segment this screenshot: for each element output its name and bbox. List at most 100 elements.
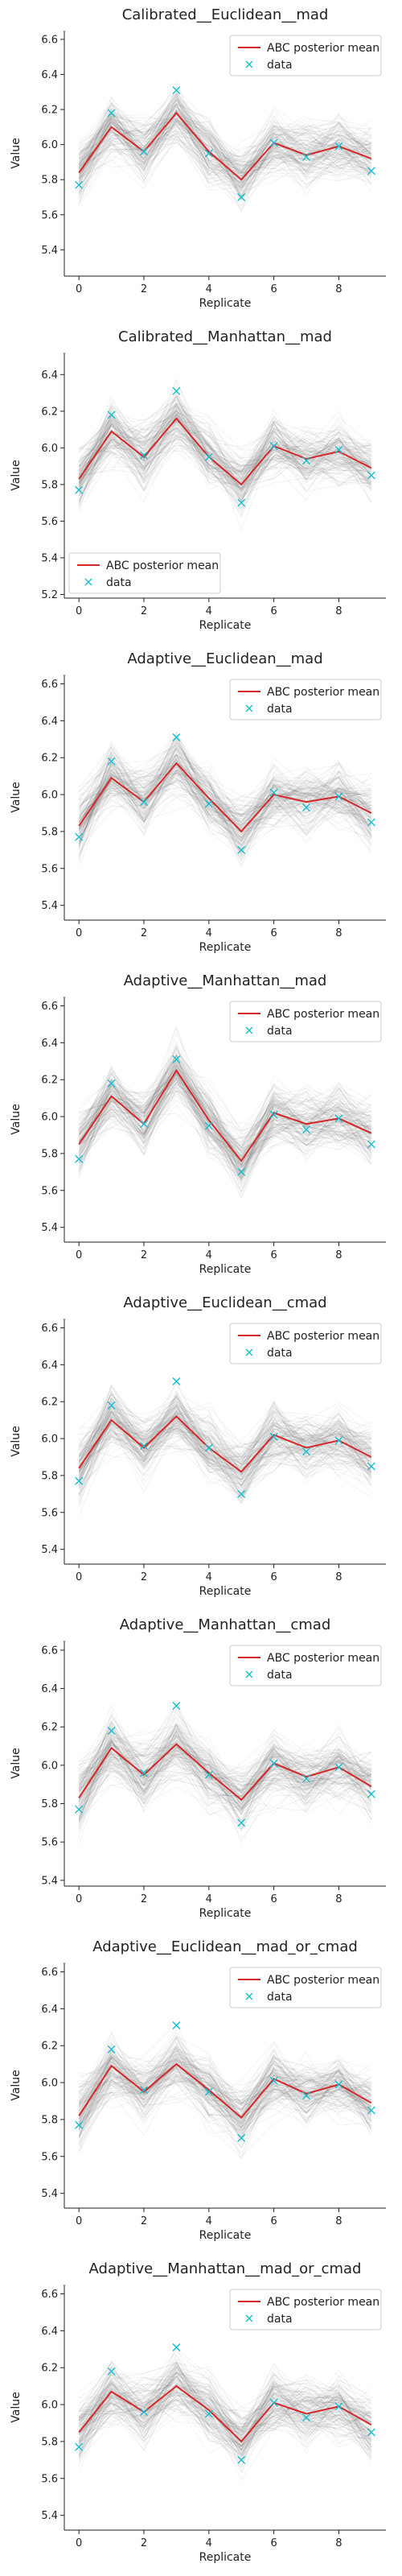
sample-trajectory <box>78 1736 372 1818</box>
sample-trajectory <box>78 1076 372 1173</box>
sample-trajectory <box>78 1408 372 1474</box>
x-tick-label: 0 <box>76 927 82 939</box>
sample-trajectory <box>78 765 372 811</box>
sample-trajectory <box>78 2067 372 2128</box>
sample-trajectory <box>79 2058 371 2140</box>
sample-trajectory <box>78 1085 371 1192</box>
sample-trajectory <box>78 1064 371 1175</box>
sample-trajectory <box>78 765 372 829</box>
sample-trajectory <box>78 1416 371 1485</box>
sample-trajectory <box>78 2050 371 2140</box>
sample-trajectory <box>78 2052 372 2131</box>
sample-trajectory <box>78 2363 371 2458</box>
sample-trajectory <box>78 2062 371 2148</box>
sample-trajectory <box>78 1411 371 1487</box>
sample-trajectory <box>78 774 372 835</box>
sample-trajectory <box>78 112 371 189</box>
y-tick-label: 6.2 <box>41 1075 58 1087</box>
sample-trajectory <box>78 430 372 511</box>
sample-trajectory <box>78 119 371 181</box>
sample-trajectory <box>78 2376 371 2447</box>
sample-trajectory <box>78 2367 371 2428</box>
sample-trajectory <box>78 1059 371 1163</box>
data-point <box>204 149 213 158</box>
data-point <box>237 498 246 507</box>
sample-trajectory <box>78 2047 372 2150</box>
sample-trajectory <box>78 1415 371 1495</box>
sample-trajectory <box>79 130 372 190</box>
sample-trajectory <box>78 1410 372 1480</box>
x-axis-label: Replicate <box>199 1585 252 1598</box>
sample-trajectory <box>78 2393 372 2446</box>
sample-trajectory <box>78 1721 372 1801</box>
sample-trajectory <box>78 2054 372 2128</box>
sample-trajectory <box>78 2065 372 2159</box>
sample-trajectory <box>78 1403 371 1472</box>
sample-trajectory <box>78 2035 372 2114</box>
sample-trajectory <box>78 1730 372 1806</box>
sample-trajectory <box>78 1397 371 1467</box>
sample-trajectory <box>78 758 372 846</box>
sample-trajectory <box>78 1756 372 1810</box>
sample-trajectory <box>78 408 371 485</box>
y-tick-label: 5.8 <box>41 2114 58 2126</box>
posterior-samples <box>78 1702 372 1845</box>
sample-trajectory <box>78 404 371 491</box>
sample-trajectory <box>78 81 371 175</box>
sample-trajectory <box>78 2050 372 2122</box>
sample-trajectory <box>78 1418 371 1483</box>
x-axis-label: Replicate <box>199 2229 252 2242</box>
sample-trajectory <box>78 1411 372 1487</box>
chart-title: Adaptive__Euclidean__cmad <box>123 1294 326 1311</box>
sample-trajectory <box>79 2384 372 2462</box>
sample-trajectory <box>78 1077 372 1177</box>
sample-trajectory <box>78 413 372 490</box>
sample-trajectory <box>79 438 371 479</box>
sample-trajectory <box>79 2376 371 2443</box>
sample-trajectory <box>78 101 372 183</box>
y-tick-label: 6.2 <box>41 1397 58 1409</box>
sample-trajectory <box>78 112 371 171</box>
sample-trajectory <box>78 1071 372 1154</box>
sample-trajectory <box>78 1741 372 1845</box>
posterior-mean-line <box>78 111 372 181</box>
data-point <box>237 1167 246 1176</box>
sample-trajectory <box>79 93 371 171</box>
legend-label-data: data <box>267 1991 293 2004</box>
data-point <box>237 1818 246 1827</box>
sample-trajectory <box>78 1409 371 1472</box>
sample-trajectory <box>78 1389 371 1488</box>
sample-trajectory <box>78 1075 371 1174</box>
sample-trajectory <box>78 1082 372 1179</box>
sample-trajectory <box>78 125 372 195</box>
sample-trajectory <box>78 384 371 501</box>
sample-trajectory <box>78 2056 372 2138</box>
y-tick-label: 5.4 <box>41 1544 58 1556</box>
sample-trajectory <box>78 105 371 171</box>
sample-trajectory <box>78 400 371 482</box>
sample-trajectory <box>79 135 371 190</box>
legend: ABC posterior mean data <box>229 35 382 76</box>
sample-trajectory <box>79 1753 371 1810</box>
legend-marker-swatch <box>245 1026 253 1034</box>
legend-frame <box>229 679 382 720</box>
sample-trajectory <box>78 1727 371 1809</box>
sample-trajectory <box>78 763 372 838</box>
sample-trajectory <box>78 1715 371 1802</box>
sample-trajectory <box>78 1734 372 1790</box>
sample-trajectory <box>78 2377 372 2451</box>
sample-trajectory <box>78 1054 372 1162</box>
sample-trajectory <box>78 109 371 167</box>
posterior-mean-line <box>78 2384 372 2443</box>
y-tick-label: 5.4 <box>41 552 58 564</box>
sample-trajectory <box>78 2351 372 2426</box>
x-axis-label: Replicate <box>199 297 252 310</box>
sample-trajectory <box>79 1081 371 1190</box>
sample-trajectory <box>78 1410 371 1471</box>
sample-trajectory <box>78 97 371 172</box>
y-axis-label: Value <box>10 460 23 490</box>
sample-trajectory <box>78 417 371 476</box>
sample-trajectory <box>78 100 372 179</box>
data-point <box>302 456 311 465</box>
sample-trajectory <box>78 763 372 862</box>
